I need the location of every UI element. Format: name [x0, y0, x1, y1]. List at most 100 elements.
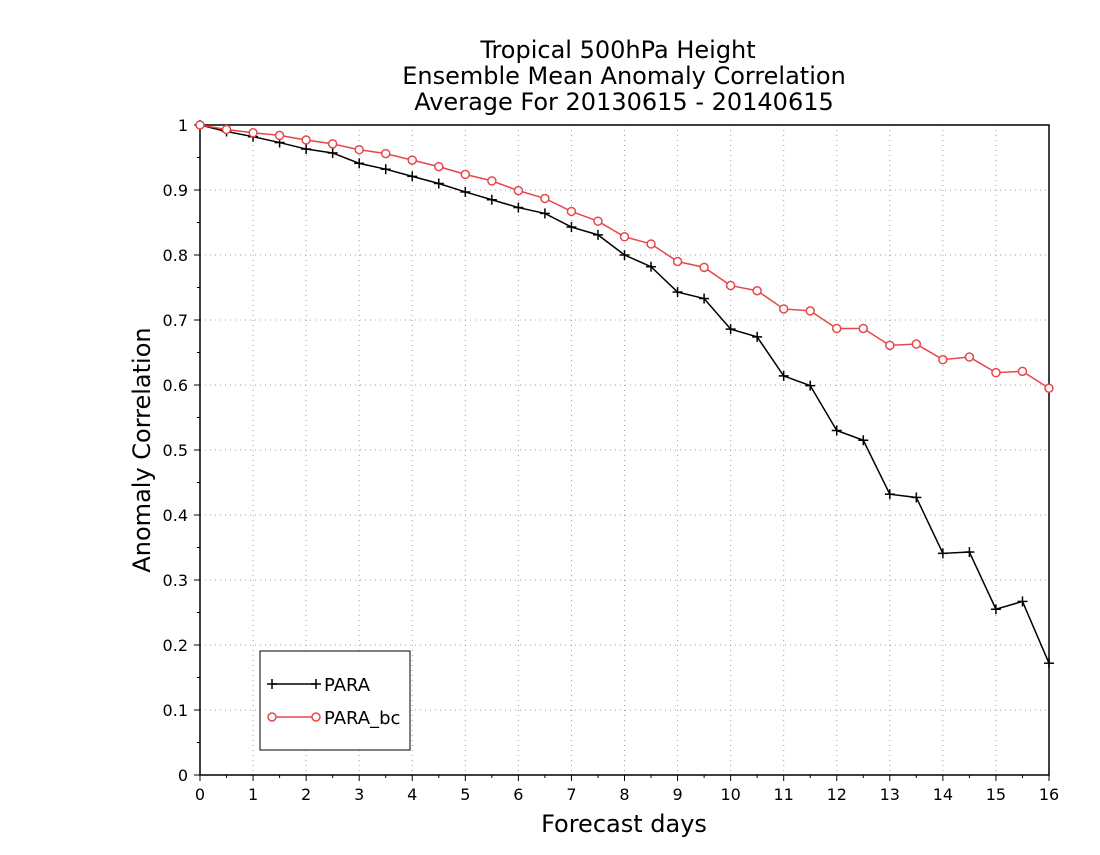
x-tick-label: 14 [933, 785, 953, 804]
x-tick-label: 13 [880, 785, 900, 804]
legend-marker [311, 712, 321, 722]
data-point-para-bc [858, 323, 869, 334]
chart-title: Tropical 500hPa Height Ensemble Mean Ano… [402, 36, 846, 116]
x-tick-label: 5 [460, 785, 470, 804]
legend-entry-para-bc: PARA_bc [267, 708, 400, 729]
data-point-para-bc [911, 339, 922, 349]
legend-box [259, 650, 411, 751]
data-point-para [646, 261, 657, 272]
grid [200, 125, 1049, 775]
data-point-para [911, 492, 922, 503]
data-point-para [592, 229, 603, 240]
data-point-para [937, 548, 948, 559]
y-tick-label: 0.6 [163, 376, 188, 395]
y-tick-label: 0.5 [163, 441, 188, 460]
legend-marker [267, 712, 277, 722]
data-point-para [884, 489, 895, 500]
legend-label-para: PARA [324, 675, 371, 696]
data-point-para-bc [434, 161, 444, 172]
y-tick-label: 0.3 [163, 571, 188, 590]
data-point-para-bc [354, 144, 364, 155]
chart-title-line-2: Ensemble Mean Anomaly Correlation [402, 62, 846, 90]
data-point-para-bc [832, 323, 842, 334]
y-tick-label: 0.1 [163, 701, 188, 720]
legend: PARA PARA_bc [259, 650, 411, 751]
y-tick-label: 0 [178, 766, 188, 785]
data-point-para-bc [460, 169, 471, 180]
data-point-para [1017, 596, 1028, 607]
data-point-para [831, 425, 842, 436]
legend-entry-para: PARA [267, 675, 371, 696]
data-point-para-bc [407, 155, 417, 165]
x-tick-label: 4 [407, 785, 417, 804]
data-point-para-bc [301, 135, 311, 145]
data-point-para [990, 604, 1001, 615]
data-point-para-bc [805, 306, 815, 316]
data-point-para-bc [778, 304, 789, 314]
series-para [195, 120, 1054, 669]
y-axis-ticks: 0 0.1 0.2 0.3 0.4 0.5 0.6 0.7 0.8 0.9 1 [163, 116, 200, 785]
x-tick-label: 0 [195, 785, 205, 804]
data-point-para-bc [593, 216, 603, 226]
data-point-para-bc [646, 239, 656, 249]
legend-marker [267, 679, 277, 689]
data-point-para-bc [380, 148, 391, 159]
chart-title-line-3: Average For 20130615 - 20140615 [414, 88, 834, 116]
data-point-para [301, 144, 312, 155]
data-point-para [858, 435, 869, 446]
x-tick-label: 6 [513, 785, 523, 804]
x-tick-label: 7 [566, 785, 576, 804]
chart-title-line-1: Tropical 500hPa Height [479, 36, 755, 64]
data-point-para [380, 164, 391, 175]
data-point-para-bc [513, 185, 524, 196]
data-point-para [566, 222, 577, 233]
data-point-para [1044, 658, 1054, 669]
y-tick-label: 0.4 [163, 506, 188, 525]
x-tick-label: 15 [986, 785, 1006, 804]
data-point-para-bc [195, 120, 205, 130]
data-point-para-bc [938, 354, 948, 365]
y-tick-label: 0.8 [163, 246, 188, 265]
x-tick-label: 9 [672, 785, 682, 804]
data-point-para-bc [991, 367, 1001, 378]
y-tick-label: 0.7 [163, 311, 188, 330]
series-layer [195, 120, 1054, 669]
data-point-para-bc [1044, 383, 1054, 393]
data-point-para-bc [566, 206, 577, 217]
data-point-para-bc [274, 130, 285, 141]
x-tick-label: 12 [827, 785, 847, 804]
data-point-para-bc [248, 128, 258, 138]
data-point-para [805, 380, 816, 391]
y-tick-label: 0.9 [163, 181, 188, 200]
data-point-para [619, 250, 630, 260]
x-axis-label: Forecast days [541, 810, 707, 838]
series-para-bc [195, 120, 1054, 393]
x-tick-label: 1 [248, 785, 258, 804]
data-point-para [672, 287, 683, 298]
data-point-para [407, 171, 418, 182]
data-point-para [778, 370, 789, 381]
data-point-para-bc [619, 232, 630, 242]
x-axis-ticks: 0 1 2 3 4 5 6 7 8 9 10 11 12 13 14 15 16 [195, 775, 1059, 804]
y-axis-label: Anomaly Correlation [128, 327, 156, 572]
data-point-para-bc [885, 340, 895, 351]
legend-marker [311, 679, 321, 689]
data-point-para-bc [221, 124, 232, 135]
data-point-para [433, 178, 444, 189]
legend-label-para-bc: PARA_bc [324, 708, 400, 729]
data-point-para-bc [327, 139, 338, 149]
x-tick-label: 16 [1039, 785, 1059, 804]
data-point-para [327, 147, 338, 158]
data-point-para [539, 208, 550, 219]
x-tick-label: 11 [774, 785, 794, 804]
x-tick-label: 2 [301, 785, 311, 804]
y-tick-label: 0.2 [163, 636, 188, 655]
data-point-para-bc [725, 280, 736, 291]
data-point-para-bc [964, 352, 975, 362]
data-point-para [964, 547, 975, 558]
data-point-para-bc [487, 176, 497, 186]
data-point-para [354, 158, 365, 169]
data-point-para [752, 331, 763, 342]
